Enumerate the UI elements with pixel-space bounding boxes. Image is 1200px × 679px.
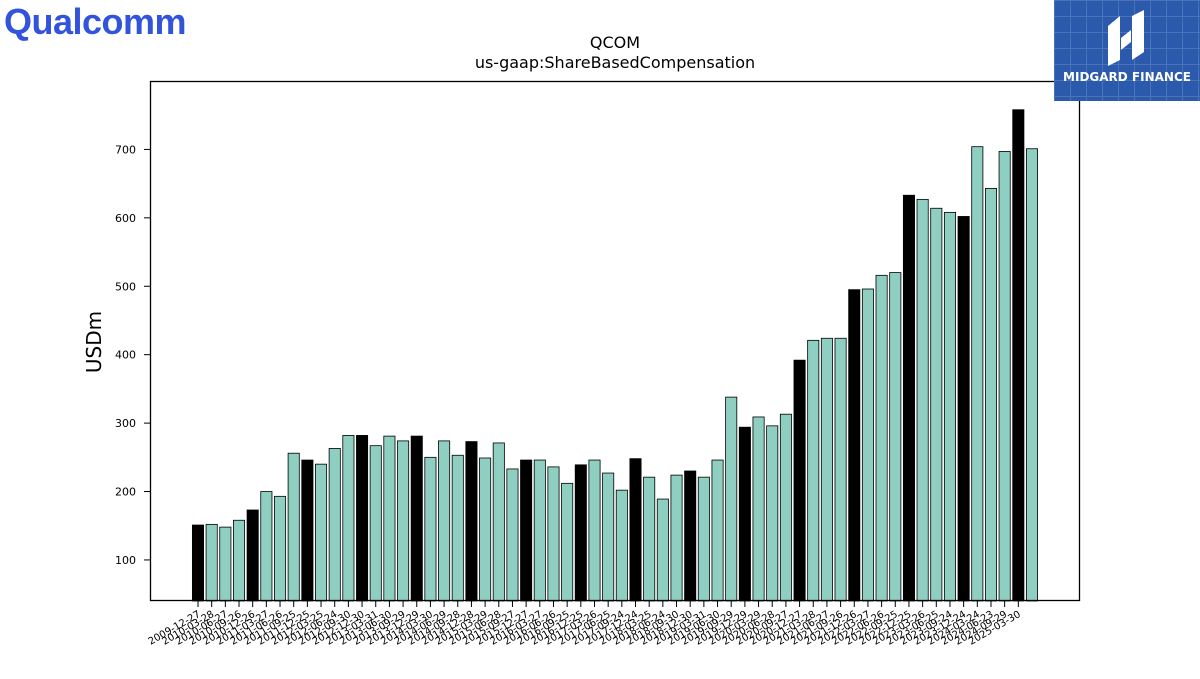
bar	[984, 188, 997, 602]
badge-grid-pattern	[1054, 0, 1200, 101]
bar	[1025, 148, 1039, 602]
y-tick-label: 700	[115, 143, 136, 156]
bar	[506, 468, 519, 602]
bar	[205, 523, 218, 602]
bar	[889, 272, 902, 602]
midgard-finance-badge: MIDGARD FINANCE	[1054, 0, 1200, 101]
bar	[766, 425, 779, 602]
y-tick-label: 200	[115, 486, 136, 499]
bar	[438, 440, 451, 602]
bar	[615, 489, 628, 602]
bar	[725, 396, 738, 602]
bar	[752, 416, 765, 602]
bar	[998, 151, 1011, 602]
bar	[820, 337, 833, 602]
midgard-monogram-icon	[1108, 10, 1144, 66]
bar	[465, 441, 478, 602]
bar	[930, 207, 943, 602]
bar	[369, 445, 382, 602]
bar	[629, 458, 642, 602]
qualcomm-logo: Qualcomm	[4, 1, 187, 42]
bar	[957, 216, 970, 602]
bar	[834, 337, 847, 602]
bar	[943, 211, 956, 602]
bar	[711, 459, 724, 602]
bar	[684, 470, 697, 602]
bar	[1012, 109, 1025, 602]
y-tick-label: 600	[115, 212, 136, 225]
x-axis-ticks: 2009-12-272010-03-282010-06-272010-09-26…	[147, 601, 1023, 648]
y-tick-label: 500	[115, 280, 136, 293]
y-tick-label: 400	[115, 349, 136, 362]
bar	[383, 435, 396, 602]
bar	[397, 440, 410, 602]
bar	[916, 198, 929, 602]
y-tick-label: 100	[115, 554, 136, 567]
y-axis-label: USDm	[82, 311, 106, 373]
bar	[424, 456, 437, 602]
badge-name: MIDGARD FINANCE	[1063, 70, 1191, 84]
bar	[342, 435, 355, 602]
y-tick-label: 300	[115, 417, 136, 430]
bar	[902, 194, 915, 602]
bar	[793, 359, 806, 602]
bar	[561, 482, 574, 602]
bar	[697, 476, 710, 602]
bar	[738, 426, 751, 602]
bar	[410, 435, 423, 602]
bar	[287, 452, 300, 602]
bar	[643, 476, 656, 602]
bar	[656, 498, 669, 602]
bar	[246, 509, 259, 602]
chart-subtitle: us-gaap:ShareBasedCompensation	[475, 53, 755, 72]
bar	[451, 454, 464, 602]
bar	[848, 289, 861, 602]
bar-series	[191, 109, 1039, 602]
bar	[588, 459, 601, 602]
bar	[779, 413, 792, 602]
bar	[356, 435, 369, 602]
bar	[328, 448, 341, 602]
bar	[670, 474, 683, 602]
bar	[191, 524, 204, 602]
bar	[492, 442, 505, 602]
plot-frame	[149, 80, 1081, 602]
bar	[861, 288, 874, 602]
bar	[479, 457, 492, 602]
bar	[971, 146, 984, 602]
chart-title: QCOM	[590, 33, 640, 52]
bar	[602, 472, 615, 602]
bar	[547, 466, 560, 602]
bar	[520, 459, 533, 602]
bar	[274, 495, 287, 602]
bar	[875, 274, 888, 602]
bar	[233, 519, 246, 602]
bar	[807, 339, 820, 602]
y-axis-ticks: 100 200 300 400 500 600 700	[115, 143, 150, 567]
bar	[219, 526, 232, 602]
bar	[315, 463, 328, 602]
bar	[574, 464, 587, 602]
bar	[301, 459, 314, 602]
bar	[260, 491, 273, 602]
bar	[533, 459, 546, 602]
